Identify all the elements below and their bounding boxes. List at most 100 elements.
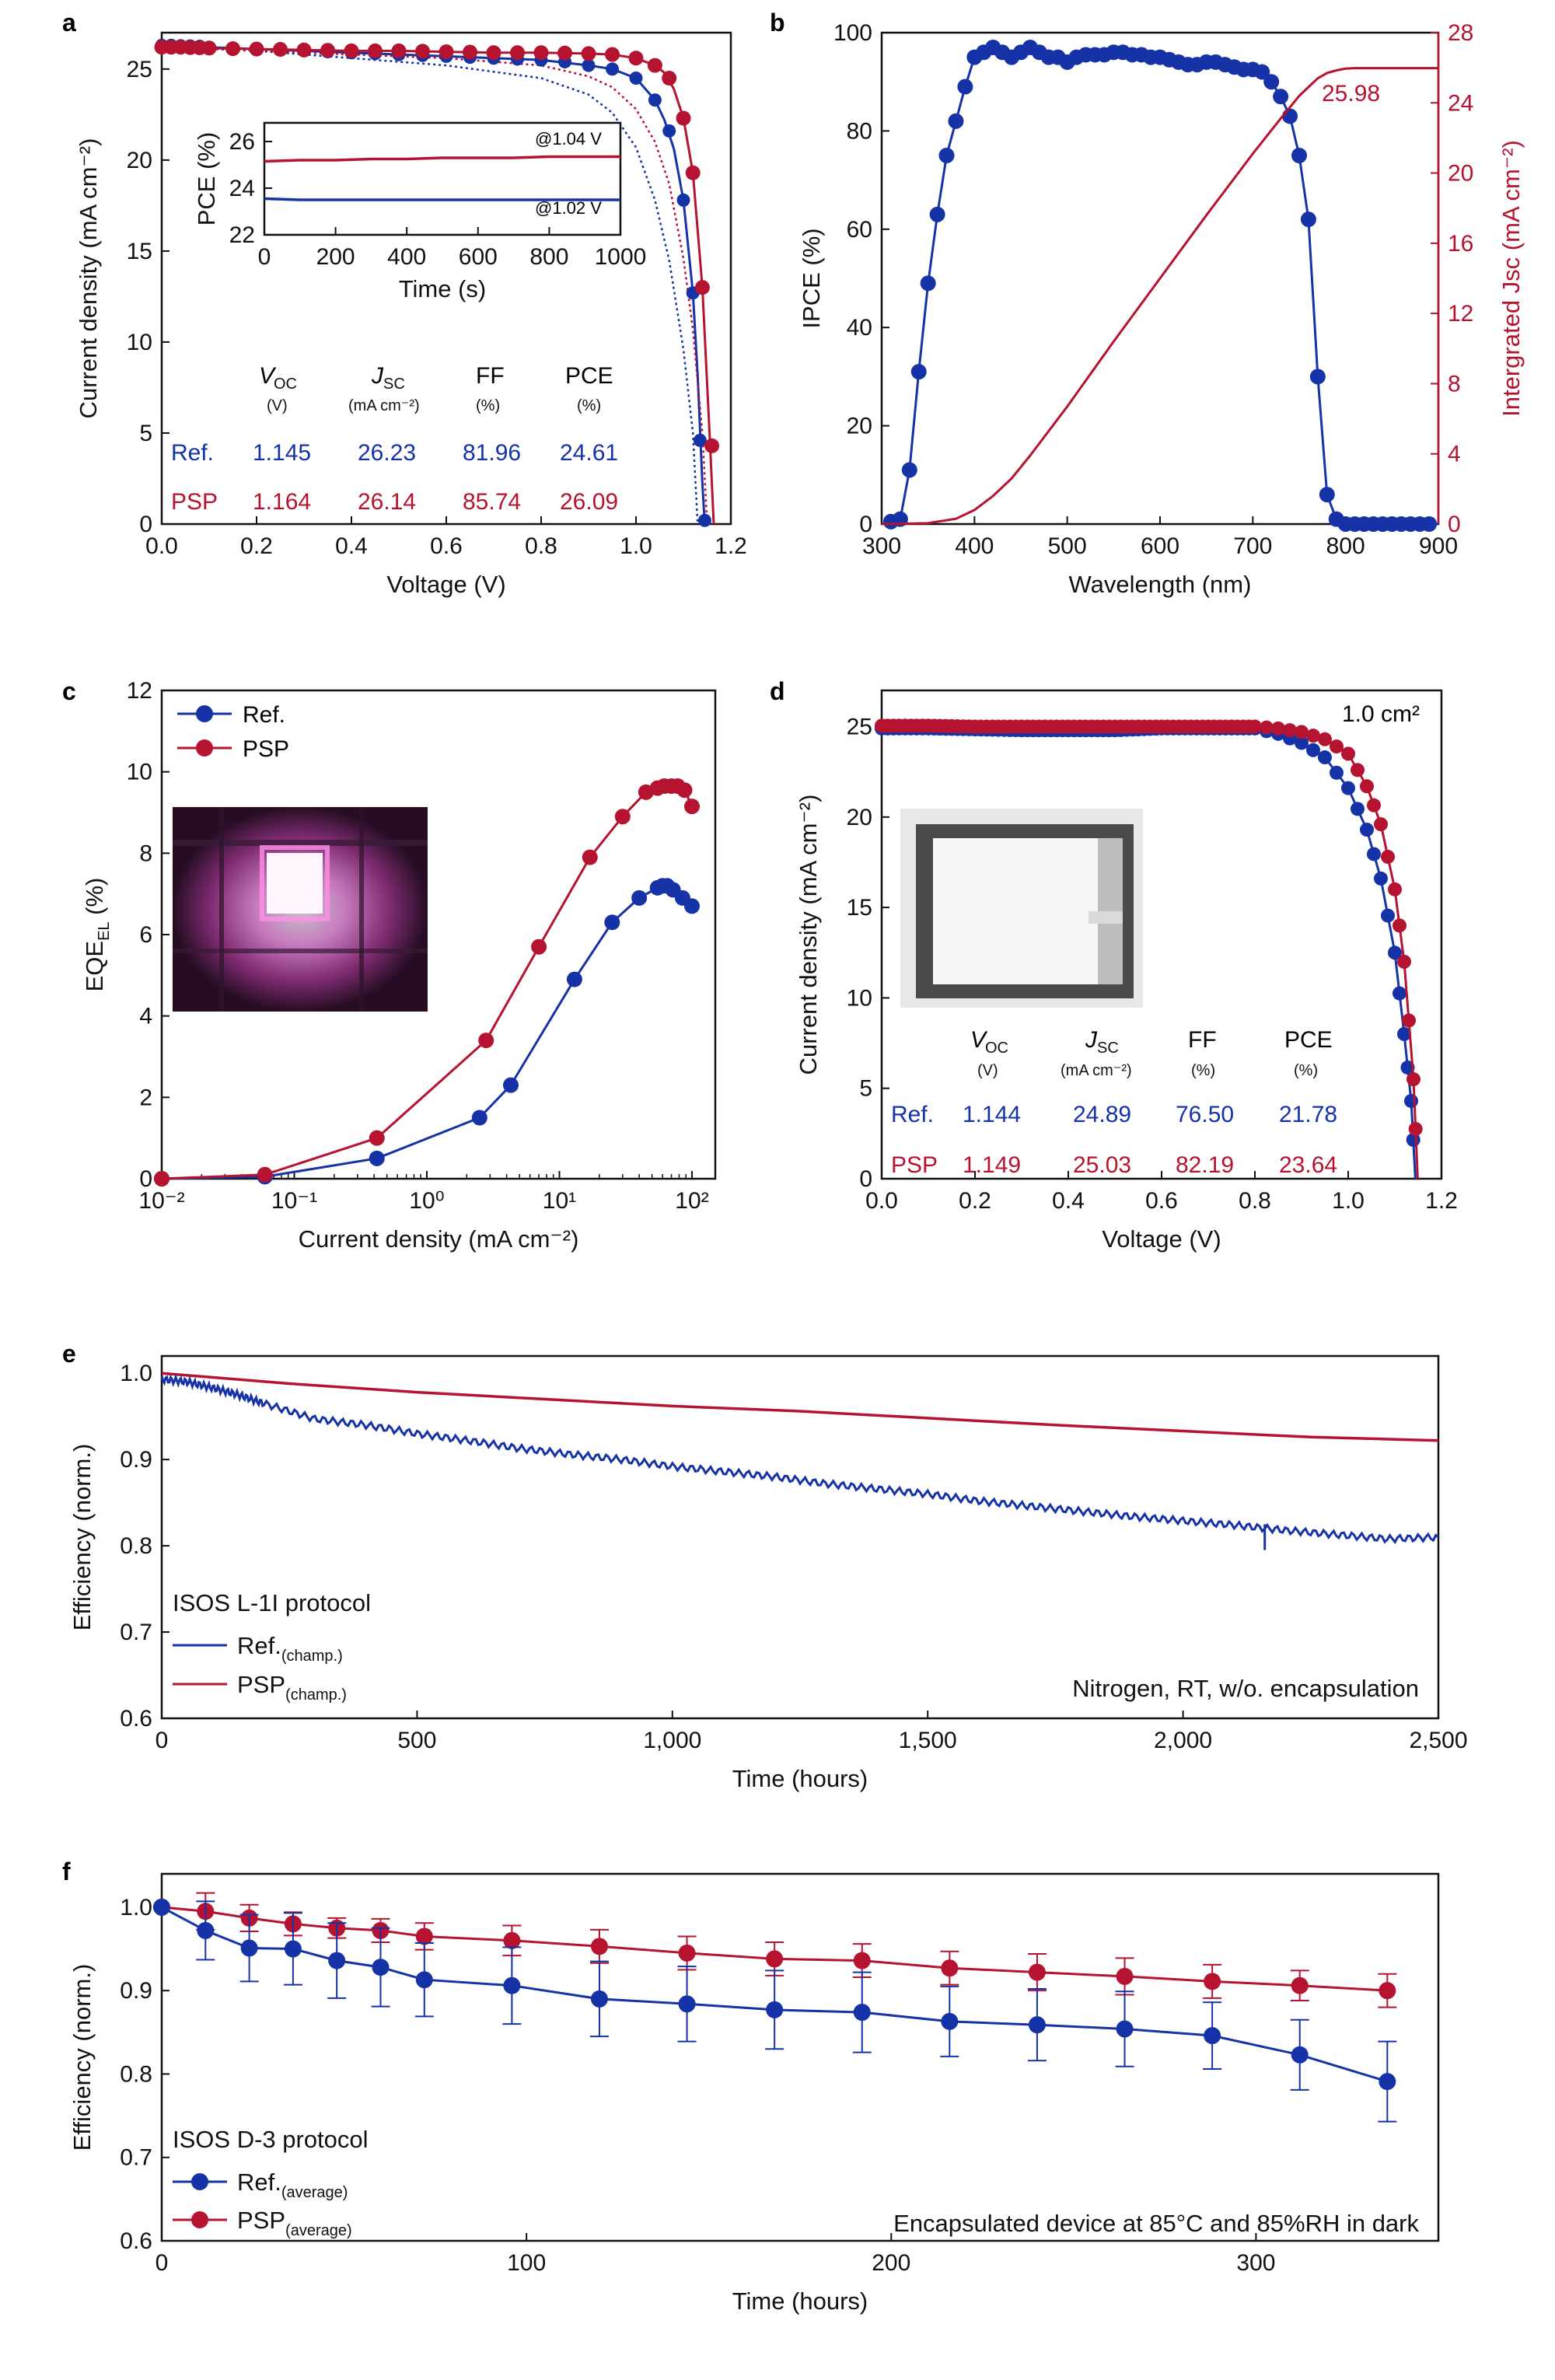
x-tick-label: 0.4 xyxy=(1052,1188,1085,1214)
y-tick-label: 0.7 xyxy=(120,2145,152,2171)
y-tick-label: 5 xyxy=(859,1076,872,1102)
jv-marker xyxy=(1260,720,1274,735)
x-tick-label: 2,500 xyxy=(1409,1728,1467,1753)
stability-marker xyxy=(415,1927,433,1945)
y-tick-label: 20 xyxy=(847,805,872,830)
jv-marker xyxy=(1406,1072,1420,1087)
table-d-header-voc: V xyxy=(970,1027,988,1053)
jv-marker xyxy=(533,45,549,61)
ipce-marker xyxy=(1282,108,1298,124)
table-a-row-psp-pce: 26.09 xyxy=(560,489,618,515)
panel-a-inset: 0 200 400 600 800 1000 22 24 26 Time (s) PCE (%) xyxy=(193,121,647,302)
jv-marker xyxy=(1397,954,1411,969)
stability-marker xyxy=(415,1971,433,1989)
ipce-marker xyxy=(938,148,955,163)
y-tick-label: 5 xyxy=(139,421,152,446)
eqe-marker xyxy=(369,1150,385,1166)
panel-d: 0.0 0.2 0.4 0.6 0.8 1.0 1.2 0 5 10 15 20 25 Voltage (… xyxy=(795,689,1458,1253)
table-d-unit-ff: (%) xyxy=(1191,1062,1215,1079)
y-tick-label: 4 xyxy=(139,1004,152,1029)
y-tick-label: 25 xyxy=(127,57,152,82)
y2-tick-label: 28 xyxy=(1448,20,1473,46)
stability-marker xyxy=(590,1938,608,1955)
protocol-label-f: ISOS D-3 protocol xyxy=(173,2126,369,2153)
inset-ref-voltage-label: @1.02 V xyxy=(535,198,602,218)
jv-marker xyxy=(1295,736,1309,750)
legend-c-psp-marker xyxy=(196,739,213,757)
table-a-row-psp-name: PSP xyxy=(171,489,218,515)
x-tick-label: 1000 xyxy=(595,244,647,270)
stability-marker xyxy=(503,1931,521,1949)
eqe-marker xyxy=(566,971,582,987)
jv-marker xyxy=(225,41,240,57)
x-tick-label: 0.4 xyxy=(335,533,368,559)
table-d-row-psp-pce: 23.64 xyxy=(1279,1152,1337,1178)
jv-marker xyxy=(1404,1093,1418,1108)
y-axis-label: Efficiency (norm.) xyxy=(68,1444,96,1631)
jv-marker xyxy=(1318,732,1332,746)
jv-marker xyxy=(606,62,619,76)
table-d-header-jsc: J xyxy=(1085,1027,1098,1053)
y-tick-label: 0.9 xyxy=(120,1978,152,2004)
y-tick-label: 2 xyxy=(139,1085,152,1110)
stability-marker xyxy=(678,1944,696,1962)
eqe-marker xyxy=(604,914,620,931)
table-a-row-ref: Ref. 1.145 26.23 81.96 24.61 xyxy=(171,440,618,466)
y-tick-label: 60 xyxy=(847,217,872,243)
eqe-marker xyxy=(471,1110,487,1126)
table-d-row-psp: PSP 1.149 25.03 82.19 23.64 xyxy=(891,1152,1337,1178)
jv-marker xyxy=(486,45,501,61)
jv-marker xyxy=(415,44,430,59)
jv-marker xyxy=(1367,798,1381,813)
jv-marker xyxy=(1402,1013,1416,1028)
eqe-marker xyxy=(614,809,631,825)
stability-marker xyxy=(1028,1963,1046,1981)
stability-marker xyxy=(153,1898,170,1916)
jv-marker xyxy=(693,433,707,447)
stability-marker xyxy=(1379,2073,1396,2091)
table-a-unit-ff: (%) xyxy=(476,397,500,414)
table-a-row-ref-jsc: 26.23 xyxy=(358,440,416,466)
x-tick-label: 1,000 xyxy=(643,1728,701,1753)
eqe-marker xyxy=(478,1033,494,1049)
legend-c: Ref. PSP xyxy=(177,702,289,762)
x-axis-label: Time (hours) xyxy=(732,2287,868,2315)
jv-marker xyxy=(201,40,217,56)
x-tick-label: 0 xyxy=(156,2250,169,2276)
stability-marker xyxy=(1116,2020,1134,2038)
x-axis-label: Time (hours) xyxy=(732,1765,868,1792)
jv-marker xyxy=(1374,871,1388,886)
stability-marker xyxy=(1379,1982,1396,2000)
y-tick-label: 0.8 xyxy=(120,1533,152,1559)
panel-letter-a: a xyxy=(62,9,76,37)
legend-c-psp-label: PSP xyxy=(243,736,289,762)
legend-f-psp-label: PSP(average) xyxy=(237,2207,352,2239)
jv-marker xyxy=(582,58,596,72)
x-tick-label: 400 xyxy=(955,533,994,559)
table-a-header-jsc: J xyxy=(371,363,384,389)
table-d-row-ref-jsc: 24.89 xyxy=(1073,1102,1131,1127)
y-tick-label: 15 xyxy=(127,239,152,264)
x-tick-label: 0.6 xyxy=(430,533,463,559)
panel-e: 0 500 1,000 1,500 2,000 2,500 0.6 0.7 0.8 0.9 1.0 T… xyxy=(68,1354,1468,1792)
y-tick-label: 10 xyxy=(127,760,152,785)
ipce-curve xyxy=(881,46,1438,526)
legend-f: ISOS D-3 protocol Ref.(average) PSP(aver… xyxy=(173,2126,1419,2239)
table-a: V OC J SC FF PCE (V) (mA cm⁻²) (%) (%) R… xyxy=(171,363,618,515)
stability-marker xyxy=(941,1959,959,1977)
plot-frame xyxy=(160,1872,1440,2242)
y-axis-label: Current density (mA cm⁻²) xyxy=(795,795,822,1075)
table-d-row-psp-name: PSP xyxy=(891,1152,938,1178)
y-axis-label: IPCE (%) xyxy=(798,228,825,328)
jv-marker xyxy=(1388,945,1402,960)
x-tick-label: 1,500 xyxy=(899,1728,957,1753)
table-d-header-pce: PCE xyxy=(1284,1027,1333,1053)
table-a-row-psp: PSP 1.164 26.14 85.74 26.09 xyxy=(171,489,618,515)
x-tick-label: 100 xyxy=(507,2250,546,2276)
x-tick-label: 500 xyxy=(1048,533,1087,559)
stability-marker xyxy=(1291,2046,1309,2064)
inset-pce-trace xyxy=(264,155,620,163)
x-tick-label: 0.2 xyxy=(959,1188,991,1214)
table-a-row-ref-ff: 81.96 xyxy=(463,440,521,466)
jv-marker xyxy=(647,58,662,73)
